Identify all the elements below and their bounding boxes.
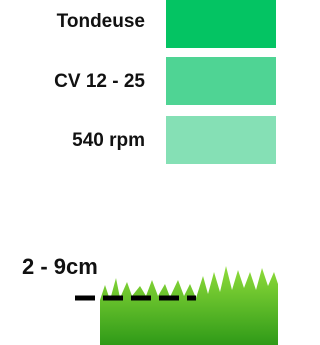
grass-illustration (0, 0, 280, 345)
grass (100, 266, 278, 345)
spec-card: Tondeuse CV 12 - 25 540 rpm 2 - 9cm (0, 0, 280, 345)
cut-height: 2 - 9cm (22, 254, 98, 280)
